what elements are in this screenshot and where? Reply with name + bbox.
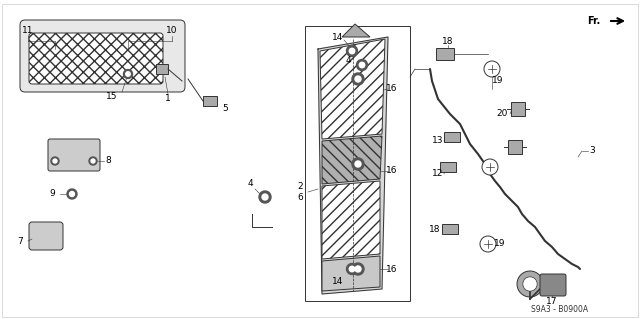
Polygon shape [320,39,385,139]
FancyBboxPatch shape [29,222,63,250]
Polygon shape [342,24,370,37]
Circle shape [356,60,367,70]
Bar [305,26,410,301]
Text: 7: 7 [17,236,23,246]
Circle shape [124,70,132,78]
Circle shape [349,48,355,54]
Text: 15: 15 [106,93,118,101]
FancyBboxPatch shape [29,33,163,84]
Circle shape [355,76,361,82]
FancyBboxPatch shape [20,20,185,92]
Bar [444,132,460,142]
Text: 11: 11 [22,26,34,35]
Circle shape [482,159,498,175]
Text: 12: 12 [432,169,444,179]
Polygon shape [322,136,382,184]
Bar [442,224,458,234]
FancyBboxPatch shape [48,139,100,171]
Text: 18: 18 [442,36,454,46]
Circle shape [53,159,57,163]
Circle shape [480,236,496,252]
Text: Fr.: Fr. [587,16,600,26]
Text: 19: 19 [494,240,506,249]
Text: 4: 4 [247,180,253,189]
Circle shape [355,266,361,272]
Text: 16: 16 [387,264,397,273]
Circle shape [51,157,59,165]
Text: 2: 2 [297,182,303,191]
Text: 19: 19 [492,77,504,85]
Circle shape [70,191,74,197]
Circle shape [91,159,95,163]
Bar [156,64,168,74]
Text: 4: 4 [345,56,351,65]
Text: 14: 14 [332,33,344,41]
Bar [511,102,525,116]
Polygon shape [322,256,380,291]
Circle shape [352,73,364,85]
Bar [203,96,217,106]
Text: 13: 13 [432,137,444,145]
Bar [508,140,522,154]
Circle shape [259,191,271,203]
Bar [436,48,454,60]
Circle shape [346,263,358,275]
Circle shape [359,62,365,68]
Circle shape [346,46,358,56]
Text: 8: 8 [105,157,111,166]
Circle shape [355,161,361,167]
Text: S9A3 - B0900A: S9A3 - B0900A [531,305,589,314]
Circle shape [67,189,77,199]
Text: 14: 14 [332,277,344,286]
Text: 9: 9 [49,189,55,198]
Text: 5: 5 [222,105,228,114]
Text: 10: 10 [166,26,178,35]
Bar [440,162,456,172]
Text: 16: 16 [387,167,397,175]
Circle shape [349,266,355,272]
Text: 18: 18 [429,225,441,234]
Text: 6: 6 [297,192,303,202]
FancyBboxPatch shape [540,274,566,296]
Circle shape [517,271,543,297]
Circle shape [262,194,268,200]
Text: 16: 16 [387,85,397,93]
Polygon shape [318,37,388,294]
Text: 17: 17 [547,296,557,306]
Circle shape [352,263,364,275]
Circle shape [484,61,500,77]
Text: 3: 3 [589,146,595,155]
Text: 20: 20 [496,109,508,118]
Circle shape [523,277,537,291]
Circle shape [352,158,364,170]
Text: 1: 1 [165,94,171,103]
Polygon shape [322,181,380,259]
Circle shape [89,157,97,165]
Circle shape [125,72,131,76]
